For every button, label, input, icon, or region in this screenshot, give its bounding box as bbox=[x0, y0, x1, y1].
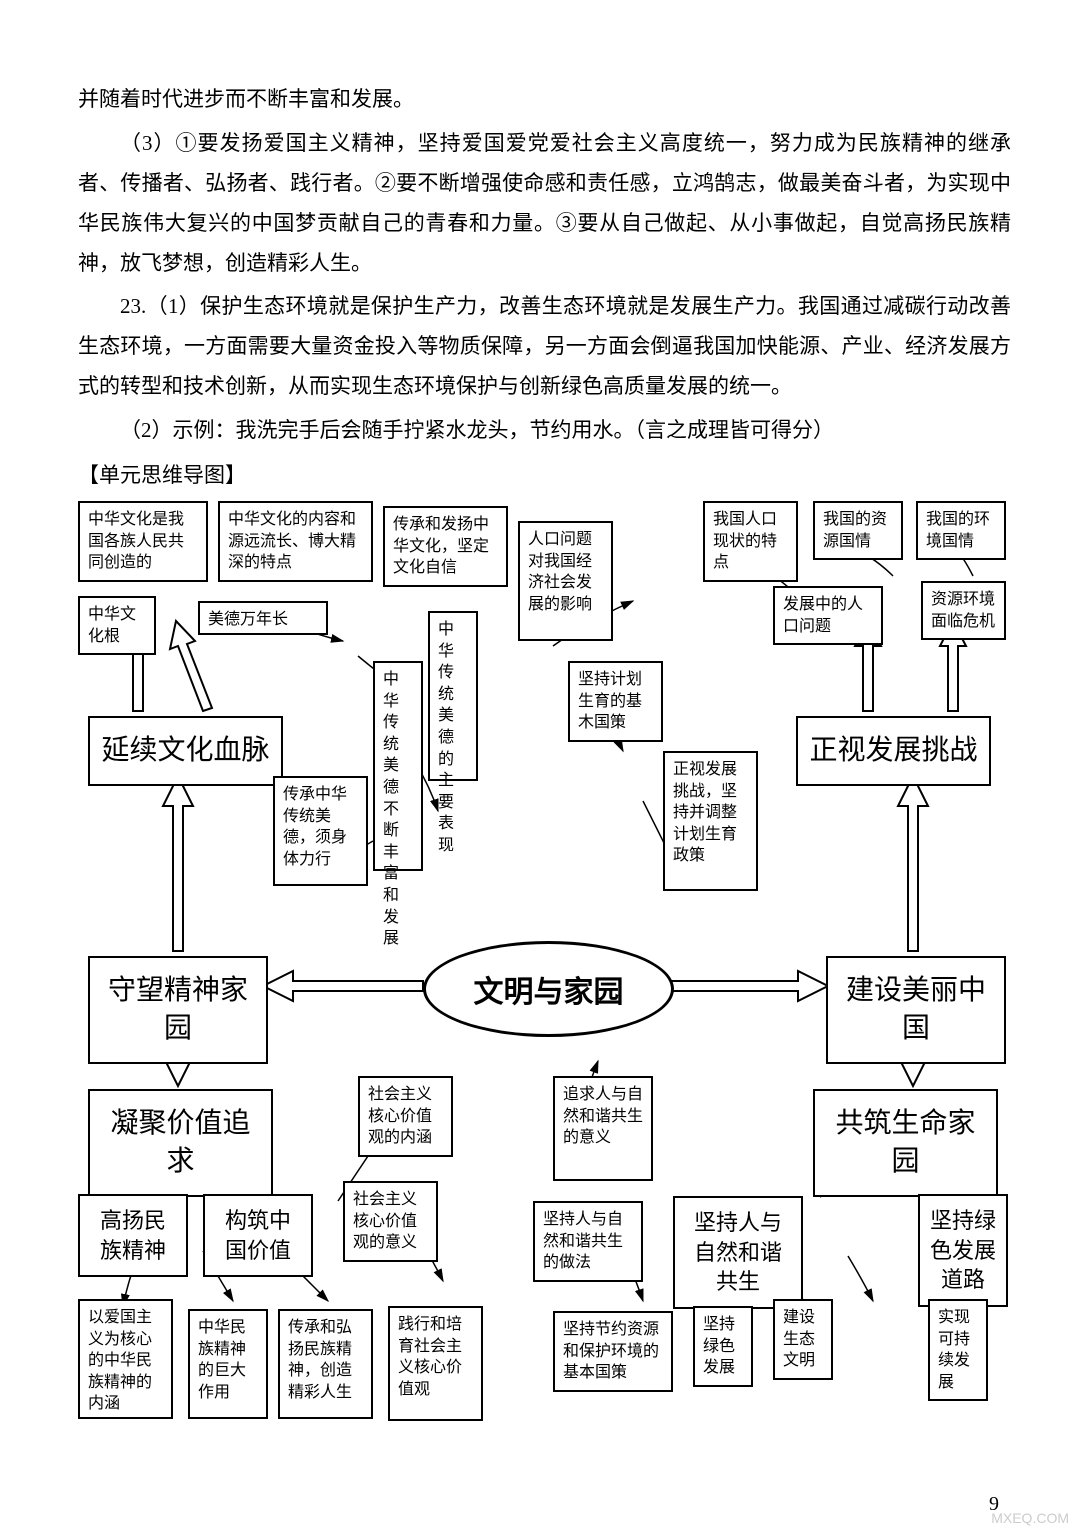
box-b29: 坚持节约资源和保护环境的基本国策 bbox=[553, 1311, 673, 1392]
section-label: 【单元思维导图】 bbox=[78, 459, 1011, 489]
box-b16: 正视发展挑战，坚持并调整计划生育政策 bbox=[663, 751, 758, 891]
box-b8: 中华文化根 bbox=[78, 596, 156, 655]
box-b32: 实现可持续发展 bbox=[928, 1299, 988, 1401]
box-b31: 建设生态文明 bbox=[773, 1299, 833, 1380]
box-b18: 追求人与自然和谐共生的意义 bbox=[553, 1076, 653, 1181]
para-3: （2）示例：我洗完手后会随手拧紧水龙头，节约用水。（言之成理皆可得分） bbox=[78, 411, 1011, 451]
mind-map-diagram: 文明与家园 守望精神家园 建设美丽中国 延续文化血脉 正视发展挑战 凝聚价值追求… bbox=[78, 501, 1011, 1421]
box-b21: 社会主义核心价值观的意义 bbox=[343, 1181, 438, 1262]
box-b25: 以爱国主义为核心的中华民族精神的内涵 bbox=[78, 1299, 173, 1419]
para-2: 23.（1）保护生态环境就是保护生产力，改善生态环境就是发展生产力。我国通过减碳… bbox=[78, 287, 1011, 407]
node-together: 共筑生命家园 bbox=[813, 1089, 998, 1197]
box-b15: 传承中华传统美德，须身体力行 bbox=[273, 776, 368, 886]
para-1: （3）①要发扬爱国主义精神，坚持爱国爱党爱社会主义高度统一，努力成为民族精神的继… bbox=[78, 124, 1011, 284]
box-b17: 社会主义核心价值观的内涵 bbox=[358, 1076, 453, 1157]
box-b10: 中华传统美德的主要表现 bbox=[428, 611, 478, 781]
node-cohere: 凝聚价值追求 bbox=[88, 1089, 273, 1197]
node-guard: 守望精神家园 bbox=[88, 956, 268, 1064]
box-b5: 我国人口现状的特点 bbox=[703, 501, 798, 582]
box-b6: 我国的资源国情 bbox=[813, 501, 903, 560]
box-b19: 高扬民族精神 bbox=[78, 1194, 188, 1277]
box-b26: 中华民族精神的巨大作用 bbox=[188, 1309, 268, 1419]
box-b4: 人口问题对我国经济社会发展的影响 bbox=[518, 521, 613, 641]
watermark: MXEQ.COM bbox=[991, 1510, 1069, 1526]
box-b7: 我国的环境国情 bbox=[916, 501, 1006, 560]
node-build: 建设美丽中国 bbox=[826, 956, 1006, 1064]
box-b30: 坚持绿色发展 bbox=[693, 1306, 753, 1387]
answer-text: 并随着时代进步而不断丰富和发展。 （3）①要发扬爱国主义精神，坚持爱国爱党爱社会… bbox=[78, 80, 1011, 451]
box-b1: 中华文化是我国各族人民共同创造的 bbox=[78, 501, 208, 582]
box-b24: 坚持绿色发展道路 bbox=[918, 1194, 1008, 1307]
box-b14: 资源环境面临危机 bbox=[921, 581, 1006, 640]
box-b11: 中华传统美德不断丰富和发展 bbox=[373, 661, 423, 871]
box-b20: 构筑中国价值 bbox=[203, 1194, 313, 1277]
node-face: 正视发展挑战 bbox=[796, 716, 991, 786]
box-b27: 传承和弘扬民族精神，创造精彩人生 bbox=[278, 1309, 373, 1419]
box-b3: 传承和发扬中华文化，坚定文化自信 bbox=[383, 506, 508, 587]
box-b12: 坚持计划生育的基木国策 bbox=[568, 661, 663, 742]
center-node: 文明与家园 bbox=[423, 941, 674, 1037]
box-b23: 坚持人与自然和谐共生 bbox=[673, 1196, 803, 1309]
box-b9: 美德万年长 bbox=[198, 601, 328, 635]
node-continue: 延续文化血脉 bbox=[88, 716, 283, 786]
para-0: 并随着时代进步而不断丰富和发展。 bbox=[78, 80, 1011, 120]
box-b2: 中华文化的内容和源远流长、博大精深的特点 bbox=[218, 501, 373, 582]
box-b28: 践行和培育社会主义核心价值观 bbox=[388, 1306, 483, 1421]
box-b13: 发展中的人口问题 bbox=[773, 586, 883, 645]
box-b22: 坚持人与自然和谐共生的做法 bbox=[533, 1201, 643, 1282]
